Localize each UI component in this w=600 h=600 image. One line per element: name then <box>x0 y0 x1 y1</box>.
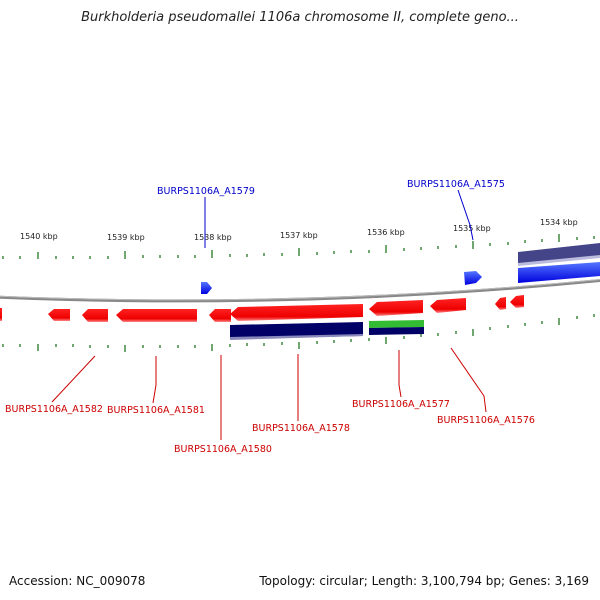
gene-a1579-feature[interactable] <box>201 282 212 294</box>
accession-text: Accession: NC_009078 <box>9 574 146 588</box>
gene-a1578-feature[interactable] <box>230 304 363 321</box>
gene-label-a1579[interactable]: BURPS1106A_A1579 <box>157 186 255 197</box>
gene-a1580-feature[interactable] <box>209 309 231 322</box>
kbp-label: 1538 kbp <box>194 233 232 242</box>
kbp-label: 1539 kbp <box>107 233 145 242</box>
gene-small-a-feature[interactable] <box>495 297 506 310</box>
gene-a1576-feature[interactable] <box>430 298 466 313</box>
map-title: Burkholderia pseudomallei 1106a chromoso… <box>81 10 519 25</box>
chromosome-backbone-highlight <box>0 278 600 301</box>
gene-a1575-feature[interactable] <box>464 271 482 285</box>
gene-edge-left-feature[interactable] <box>0 308 2 321</box>
kbp-label: 1537 kbp <box>280 231 318 240</box>
gene-label-a1580[interactable]: BURPS1106A_A1580 <box>174 444 272 455</box>
red-leader-lines <box>51 347 487 440</box>
gene-a1582-feature[interactable] <box>82 309 108 322</box>
gene-label-a1581[interactable]: BURPS1106A_A1581 <box>107 405 205 416</box>
blue-region-feature[interactable] <box>518 262 600 283</box>
cds-bar-a1577[interactable] <box>369 327 424 335</box>
gene-label-a1576[interactable]: BURPS1106A_A1576 <box>437 415 535 426</box>
gene-small-b-feature[interactable] <box>510 295 524 308</box>
green-feature-a1577[interactable] <box>369 320 424 328</box>
purple-region-highlight <box>518 255 600 266</box>
kbp-label: 1535 kbp <box>453 224 491 233</box>
reverse-strand-genes <box>0 295 524 322</box>
blue-leader-lines <box>204 189 474 248</box>
cds-bar-a1578-highlight <box>230 334 363 340</box>
kbp-label: 1540 kbp <box>20 232 58 241</box>
gene-label-a1575[interactable]: BURPS1106A_A1575 <box>407 179 505 190</box>
kbp-label: 1534 kbp <box>540 218 578 227</box>
upper-tick-row <box>2 234 595 259</box>
gene-a1577-feature[interactable] <box>369 300 423 316</box>
topology-text: Topology: circular; Length: 3,100,794 bp… <box>259 574 589 588</box>
chromosome-backbone <box>0 278 600 303</box>
gene-label-a1577[interactable]: BURPS1106A_A1577 <box>352 399 450 410</box>
kbp-label: 1536 kbp <box>367 228 405 237</box>
gene-a1582-left-feature[interactable] <box>48 309 70 321</box>
gene-label-a1582[interactable]: BURPS1106A_A1582 <box>5 404 103 415</box>
gene-label-a1578[interactable]: BURPS1106A_A1578 <box>252 423 350 434</box>
gene-a1581-feature[interactable] <box>116 309 197 322</box>
lower-tick-row <box>2 314 595 352</box>
purple-region-feature[interactable] <box>518 243 600 265</box>
